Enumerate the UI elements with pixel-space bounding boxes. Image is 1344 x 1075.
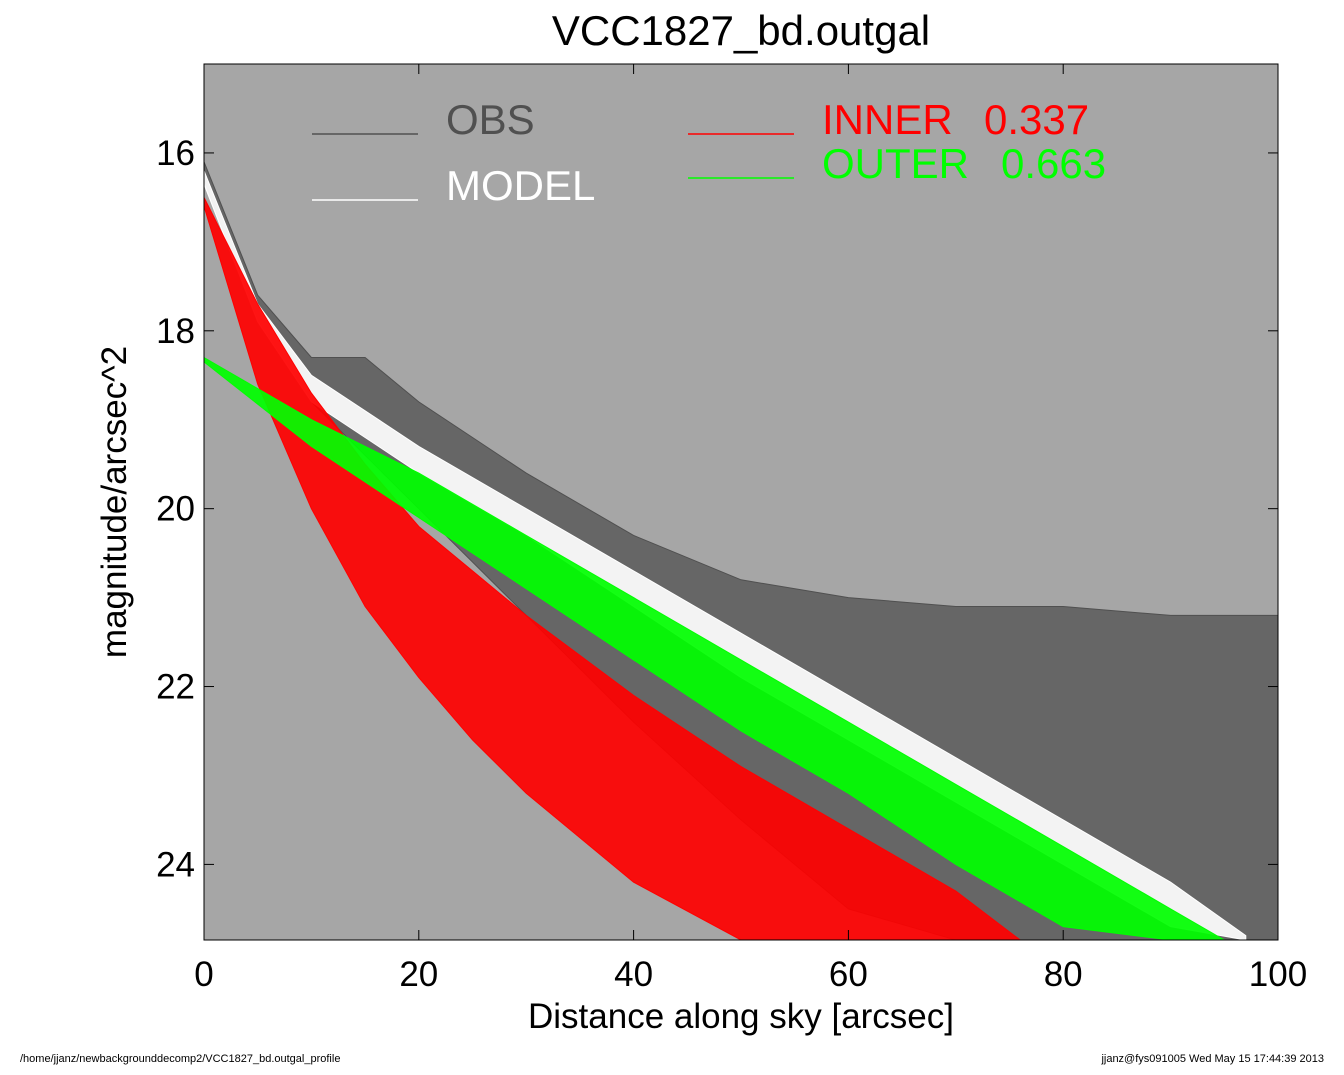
x-tick-label: 80 xyxy=(1044,955,1083,994)
y-tick-label: 22 xyxy=(156,668,195,707)
y-axis: 16 18 20 22 24 xyxy=(156,134,1278,884)
legend-label-inner: INNER xyxy=(822,96,953,143)
legend-label-outer: OUTER xyxy=(822,140,969,187)
y-tick-label: 16 xyxy=(156,134,195,173)
x-axis: 0 20 40 60 80 100 xyxy=(194,64,1307,994)
legend-label-model: MODEL xyxy=(446,162,595,209)
y-tick-label: 20 xyxy=(156,490,195,529)
x-axis-label: Distance along sky [arcsec] xyxy=(528,997,954,1036)
y-tick-label: 18 xyxy=(156,312,195,351)
plot-frame xyxy=(203,63,1279,941)
chart-title: VCC1827_bd.outgal xyxy=(552,7,930,54)
footer-timestamp: jjanz@fys091005 Wed May 15 17:44:39 2013 xyxy=(1100,1053,1324,1065)
legend-value-outer: 0.663 xyxy=(1001,140,1106,187)
x-tick-label: 40 xyxy=(614,955,653,994)
legend-label-obs: OBS xyxy=(446,96,535,143)
x-tick-label: 0 xyxy=(194,955,213,994)
legend-value-inner: 0.337 xyxy=(984,96,1089,143)
footer-path: /home/jjanz/newbackgrounddecomp2/VCC1827… xyxy=(20,1053,340,1065)
y-tick-label: 24 xyxy=(156,845,195,884)
x-tick-label: 20 xyxy=(399,955,438,994)
legend: OBS MODEL INNER 0.337 OUTER 0.663 xyxy=(312,96,1106,209)
y-axis-label: magnitude/arcsec^2 xyxy=(95,346,134,658)
x-tick-label: 100 xyxy=(1249,955,1307,994)
x-tick-label: 60 xyxy=(829,955,868,994)
